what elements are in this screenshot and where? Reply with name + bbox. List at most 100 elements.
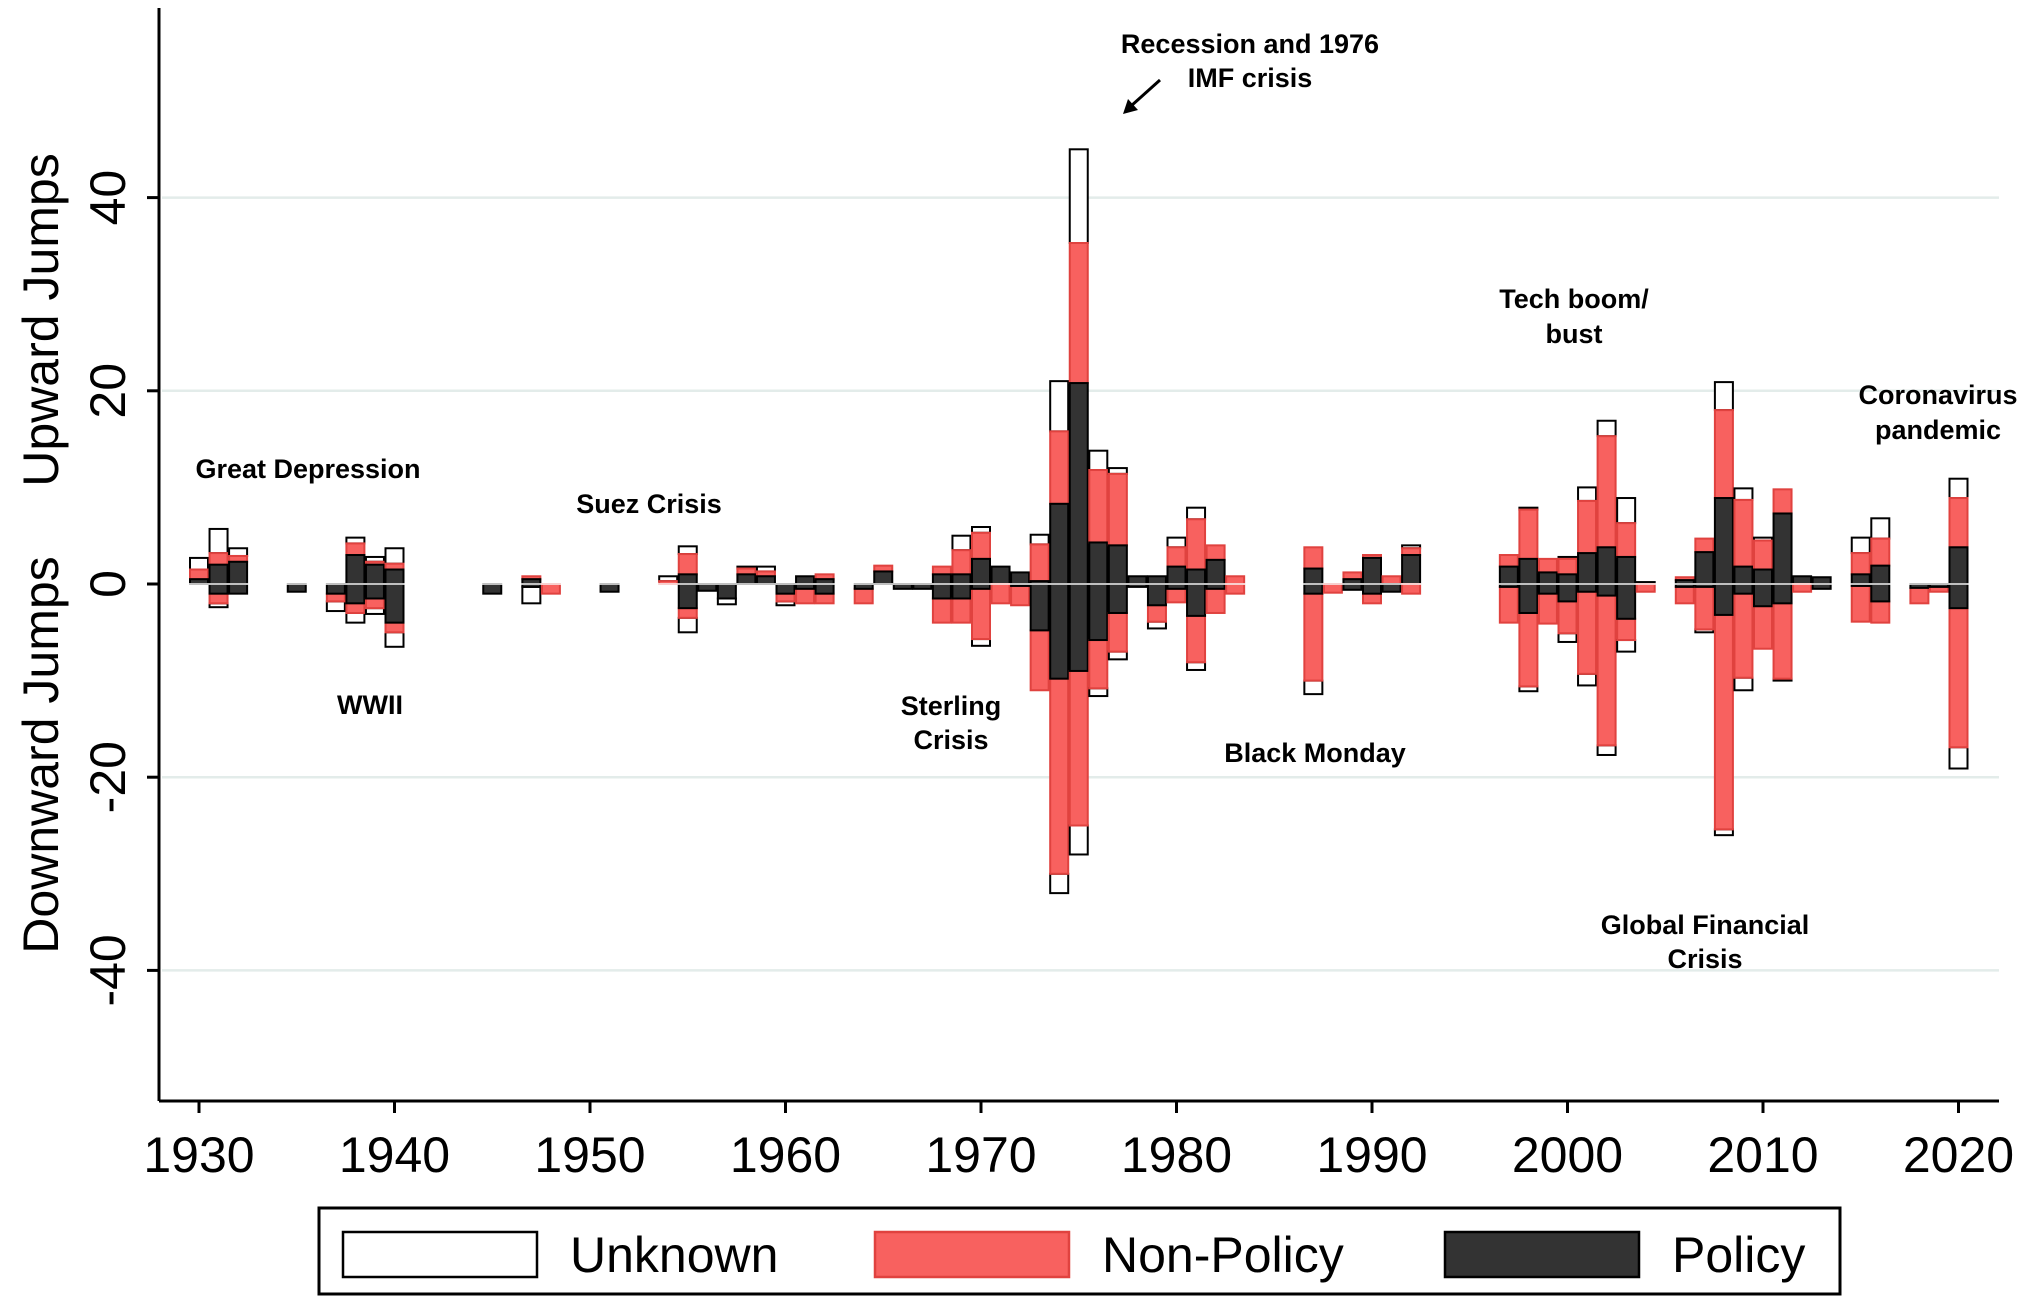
bar-non-policy [1362,592,1382,605]
bar-unknown [1049,380,1070,433]
bar-non-policy [1029,543,1050,583]
bar-policy [1596,546,1617,585]
annotation-wwii: WWII [337,690,403,720]
bar-unknown [677,616,698,634]
bar-policy [1029,583,1050,632]
bar-non-policy [1753,539,1773,571]
bar-non-policy [951,549,972,576]
bar-non-policy [1088,469,1109,544]
bar-unknown [951,534,972,552]
bar-policy [345,554,366,586]
bar-non-policy [971,587,991,641]
annotation-sterling-crisis-line2: Crisis [913,725,988,755]
bar-non-policy [208,592,229,605]
bar-unknown [1186,506,1207,521]
bar-policy [228,583,249,595]
bar-policy [1772,512,1793,585]
bar-unknown [1068,824,1089,856]
bar-non-policy [1577,499,1598,555]
bar-policy [1577,583,1598,593]
y-tick-label: 0 [80,570,136,598]
bar-policy [1010,571,1031,586]
legend-swatch-unknown [341,1230,539,1279]
y-tick-label: -40 [80,934,136,1006]
bar-unknown [1088,449,1109,472]
bar-non-policy [1205,544,1226,561]
bar-non-policy [1518,508,1539,560]
bar-policy [1205,558,1226,585]
bar-policy [1557,573,1578,586]
bar-non-policy [1068,242,1089,385]
bar-unknown [384,547,405,565]
annotation-covid-line2: pandemic [1875,415,2001,445]
bar-non-policy [1596,435,1617,549]
bar-policy [1362,556,1382,586]
bar-non-policy [1733,498,1754,568]
bar-non-policy [1713,409,1734,500]
bar-non-policy [1694,537,1715,554]
bar-non-policy [1166,587,1187,604]
bar-non-policy [951,597,972,624]
annotation-arrow [1123,78,1162,114]
bar-non-policy [1948,607,1969,749]
legend-label-non-policy: Non-Policy [1102,1227,1344,1283]
bar-non-policy [1205,587,1226,614]
bar-non-policy [1498,554,1519,568]
bar-unknown [1557,632,1578,643]
bar-unknown [345,611,366,624]
bar-non-policy [1753,605,1773,650]
bar-policy [1107,583,1128,614]
bar-non-policy [1401,547,1422,557]
bar-unknown [384,631,405,648]
bar-policy [1166,565,1187,585]
bar-policy [1557,583,1578,603]
bar-non-policy [1029,629,1050,692]
bar-policy [677,573,698,586]
bar-policy [1186,583,1207,617]
bar-non-policy [364,597,385,610]
bar-unknown [1948,477,1969,500]
bar-unknown [1733,487,1754,501]
bar-non-policy [1381,575,1402,585]
bar-non-policy [1616,522,1637,558]
y-axis-title-downward: Downward Jumps [13,556,69,953]
bar-unknown [1186,661,1207,671]
bar-non-policy [1870,600,1891,624]
annotation-black-monday: Black Monday [1224,738,1406,768]
bar-policy [1948,546,1969,585]
bar-unknown [1596,419,1617,438]
bar-non-policy [1225,575,1246,585]
bar-non-policy [1537,592,1558,625]
bar-non-policy [1322,583,1343,594]
bar-non-policy [931,565,952,576]
bar-policy [795,575,816,585]
bar-non-policy [345,542,366,557]
bar-policy [1107,544,1128,585]
bar-policy [1616,583,1637,620]
bar-non-policy [971,531,991,560]
annotation-covid-line1: Coronavirus [1858,380,2017,410]
bar-unknown [1616,639,1637,653]
bar-policy [1068,583,1089,672]
bar-non-policy [1186,518,1207,571]
bar-policy [1870,583,1891,603]
y-tick-label: -20 [80,741,136,813]
bar-policy [1186,568,1207,586]
bar-non-policy [540,583,561,595]
x-tick-label: 2000 [1512,1127,1623,1183]
x-tick-label: 1990 [1316,1127,1427,1183]
annotation-imf-crisis-line1: Recession and 1976 [1121,29,1379,59]
bar-non-policy [1694,585,1715,631]
bar-policy [873,570,894,586]
bar-unknown [1303,679,1324,696]
bar-non-policy [1166,546,1187,568]
bar-non-policy [345,602,366,614]
x-tick-label: 1980 [1121,1127,1232,1183]
bar-policy [1537,571,1558,586]
bar-policy [1792,575,1813,585]
bar-non-policy [1107,611,1128,653]
bar-unknown [521,585,542,605]
bar-policy [1753,568,1773,586]
bar-non-policy [677,607,698,619]
annotation-gfc-line2: Crisis [1667,944,1742,974]
